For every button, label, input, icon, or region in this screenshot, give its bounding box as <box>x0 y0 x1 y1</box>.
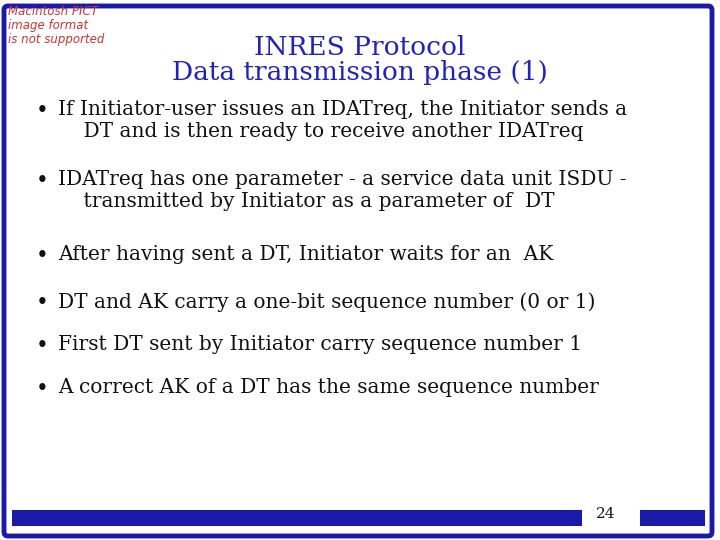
Text: 24: 24 <box>596 507 616 521</box>
Text: If Initiator-user issues an IDATreq, the Initiator sends a: If Initiator-user issues an IDATreq, the… <box>58 100 627 119</box>
Text: •: • <box>35 335 48 357</box>
Text: DT and AK carry a one-bit sequence number (0 or 1): DT and AK carry a one-bit sequence numbe… <box>58 292 595 312</box>
Bar <box>12 510 582 526</box>
Text: •: • <box>35 292 48 314</box>
Text: Data transmission phase (1): Data transmission phase (1) <box>172 60 548 85</box>
Text: image format: image format <box>8 19 88 32</box>
Text: After having sent a DT, Initiator waits for an  AK: After having sent a DT, Initiator waits … <box>58 245 554 264</box>
Text: IDATreq has one parameter - a service data unit ISDU -: IDATreq has one parameter - a service da… <box>58 170 626 189</box>
Text: transmitted by Initiator as a parameter of  DT: transmitted by Initiator as a parameter … <box>58 192 554 211</box>
Text: •: • <box>35 378 48 400</box>
FancyBboxPatch shape <box>4 6 712 536</box>
Text: A correct AK of a DT has the same sequence number: A correct AK of a DT has the same sequen… <box>58 378 599 397</box>
Text: DT and is then ready to receive another IDATreq: DT and is then ready to receive another … <box>58 122 583 141</box>
Text: INRES Protocol: INRES Protocol <box>254 35 466 60</box>
Text: is not supported: is not supported <box>8 33 104 46</box>
Text: Macintosh PICT: Macintosh PICT <box>8 5 98 18</box>
Text: First DT sent by Initiator carry sequence number 1: First DT sent by Initiator carry sequenc… <box>58 335 582 354</box>
Text: •: • <box>35 245 48 267</box>
Bar <box>640 510 705 526</box>
Text: •: • <box>35 100 48 122</box>
Text: •: • <box>35 170 48 192</box>
